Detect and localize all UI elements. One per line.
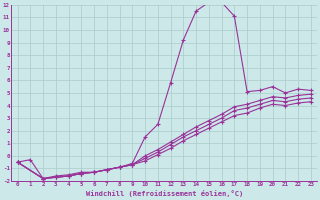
X-axis label: Windchill (Refroidissement éolien,°C): Windchill (Refroidissement éolien,°C) xyxy=(85,190,243,197)
